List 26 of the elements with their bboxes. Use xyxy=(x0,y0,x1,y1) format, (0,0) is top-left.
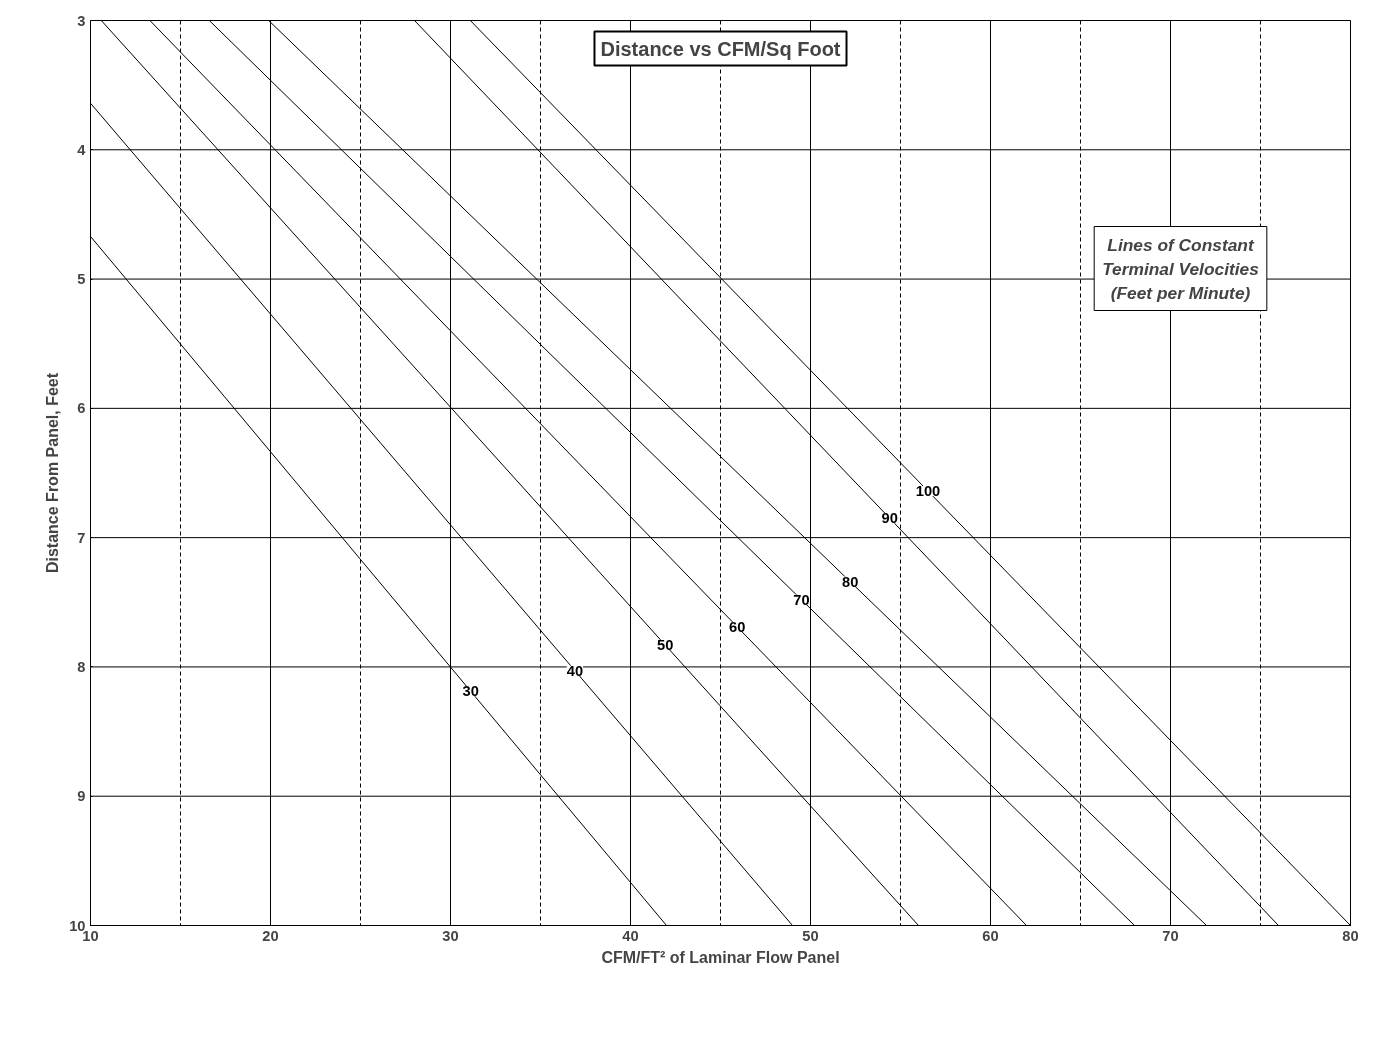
series-label: 80 xyxy=(841,573,859,590)
series-label: 40 xyxy=(566,662,584,679)
x-tick-label: 30 xyxy=(442,927,459,944)
annotation: Lines of Constant Terminal Velocities (Feet per Minute) xyxy=(1102,234,1260,303)
y-tick-label: 6 xyxy=(77,400,86,417)
x-tick-label: 20 xyxy=(262,927,279,944)
x-tick-label: 80 xyxy=(1342,927,1359,944)
y-tick-label: 4 xyxy=(77,141,87,158)
series-label: 30 xyxy=(462,683,479,700)
x-tick-label: 60 xyxy=(982,927,999,944)
x-tick-label: 40 xyxy=(622,927,639,944)
y-axis-title: Distance From Panel, Feet xyxy=(44,372,62,574)
y-tick-label: 3 xyxy=(77,12,86,29)
y-tick-label: 7 xyxy=(77,529,86,546)
series-label: 70 xyxy=(793,591,810,608)
series-label: 50 xyxy=(657,636,674,653)
y-tick-label: 9 xyxy=(77,788,86,805)
series-label: 100 xyxy=(915,483,941,500)
text: Distance vs CFM/Sq Foot xyxy=(600,37,841,60)
x-tick-label: 70 xyxy=(1162,927,1179,944)
y-tick-label: 5 xyxy=(77,271,86,288)
x-axis-title: CFM/FT² of Laminar Flow Panel xyxy=(601,948,840,966)
series-label: 60 xyxy=(729,618,746,635)
series-label: 90 xyxy=(881,510,898,527)
y-tick-label: 8 xyxy=(77,658,86,675)
x-tick-label: 50 xyxy=(802,927,819,944)
